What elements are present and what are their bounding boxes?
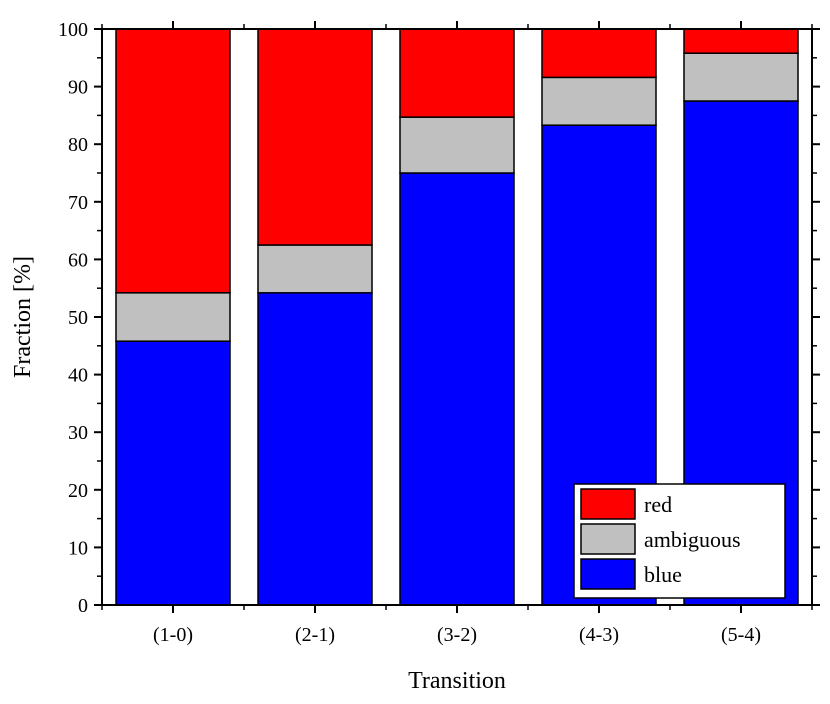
y-tick-label: 10 xyxy=(68,537,88,559)
y-tick-label: 100 xyxy=(58,19,88,41)
y-tick-label: 0 xyxy=(78,595,88,617)
y-axis-title: Fraction [%] xyxy=(10,256,36,378)
bar-blue-3 xyxy=(399,172,515,606)
bar-red-3 xyxy=(399,28,515,118)
x-axis-title: Transition xyxy=(408,668,506,694)
bar-blue-2 xyxy=(257,292,373,606)
legend-label-red: red xyxy=(644,492,672,517)
x-tick-label: (5-4) xyxy=(721,624,761,646)
bar-ambiguous-5 xyxy=(683,52,799,102)
bar-red-4 xyxy=(541,28,657,79)
bar-red-2 xyxy=(257,28,373,246)
y-tick-label: 50 xyxy=(68,307,88,329)
plot-frame xyxy=(101,28,813,606)
x-tick-label: (1-0) xyxy=(153,624,193,646)
legend: red ambiguous blue xyxy=(573,483,786,599)
y-tick-label: 70 xyxy=(68,192,88,214)
bar-ambiguous-1 xyxy=(115,292,231,342)
y-tick-label: 60 xyxy=(68,249,88,271)
bar-red-1 xyxy=(115,28,231,294)
y-tick-label: 20 xyxy=(68,480,88,502)
y-tick-label: 80 xyxy=(68,134,88,156)
bar-blue-1 xyxy=(115,340,231,606)
y-tick-label: 40 xyxy=(68,365,88,387)
legend-swatch-ambiguous xyxy=(580,523,636,555)
bar-red-5 xyxy=(683,28,799,54)
x-tick-label: (4-3) xyxy=(579,624,619,646)
y-tick-label: 90 xyxy=(68,77,88,99)
legend-label-ambiguous: ambiguous xyxy=(644,527,741,552)
legend-label-blue: blue xyxy=(644,562,682,587)
bar-ambiguous-2 xyxy=(257,244,373,294)
legend-swatch-blue xyxy=(580,558,636,590)
bar-ambiguous-4 xyxy=(541,76,657,126)
x-tick-label: (3-2) xyxy=(437,624,477,646)
y-tick-label: 30 xyxy=(68,422,88,444)
bar-ambiguous-3 xyxy=(399,116,515,174)
x-tick-label: (2-1) xyxy=(295,624,335,646)
ticks-layer: 0 10 20 30 40 50 60 70 80 90 100 (1-0) (2-1) (3-2) (4-… xyxy=(58,19,820,646)
legend-swatch-red xyxy=(580,488,636,520)
